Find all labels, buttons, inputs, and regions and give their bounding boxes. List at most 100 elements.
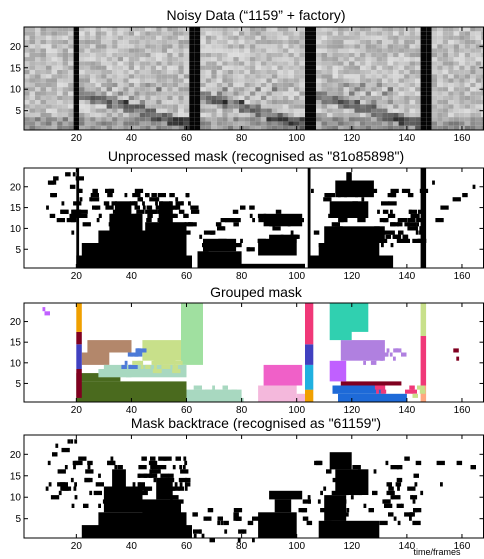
spectrogram-cell (426, 44, 432, 49)
mask-speckle (390, 188, 399, 193)
spectrogram-cell (35, 48, 41, 53)
spectrogram-cell (249, 65, 256, 70)
spectrogram-cell (183, 95, 190, 100)
spectrogram-cell (205, 35, 212, 40)
spectrogram-cell (123, 100, 129, 105)
spectrogram-cell (437, 121, 443, 126)
spectrogram-cell (183, 78, 190, 83)
spectrogram-cell (288, 44, 294, 49)
mask-speckle (291, 243, 294, 248)
spectrogram-cell (354, 104, 360, 109)
mask-speckle (373, 469, 377, 474)
spectrogram-cell (117, 69, 124, 75)
mask-speckle (74, 495, 78, 500)
spectrogram-cell (57, 57, 63, 62)
spectrogram-cell (404, 52, 410, 58)
group-region (76, 344, 82, 370)
mask-speckle (152, 469, 161, 474)
mask-speckle (372, 490, 378, 496)
spectrogram-cell (470, 100, 476, 105)
spectrogram-cell (51, 104, 57, 109)
spectrogram-cell (382, 48, 388, 53)
spectrogram-cell (150, 112, 157, 118)
spectrogram-cell (459, 87, 465, 92)
spectrogram-cell (448, 95, 454, 100)
spectrogram-cell (382, 117, 388, 122)
group-speckle (162, 364, 171, 369)
spectrogram-cell (470, 87, 476, 92)
spectrogram-cell (112, 100, 118, 105)
spectrogram-cell (156, 117, 162, 122)
spectrogram-cell (376, 82, 383, 88)
spectrogram-cell (349, 74, 355, 79)
spectrogram-cell (211, 27, 217, 32)
spectrogram-cell (117, 78, 124, 83)
group-speckle (172, 364, 178, 369)
spectrogram-cell (183, 87, 190, 92)
x-tick-label: 100 (288, 271, 305, 282)
spectrogram-cell (360, 31, 366, 36)
spectrogram-cell (161, 27, 168, 32)
spectrogram-cell (189, 57, 195, 62)
mask-speckle (388, 512, 394, 517)
spectrogram-cell (349, 39, 355, 45)
spectrogram-cell (321, 82, 327, 88)
spectrogram-cell (404, 69, 410, 75)
spectrogram-cell (354, 48, 360, 53)
spectrogram-cell (415, 91, 421, 96)
spectrogram-cell (172, 61, 179, 66)
spectrogram-cell (316, 74, 322, 79)
spectrogram-cell (233, 108, 239, 113)
spectrogram-cell (194, 82, 201, 88)
spectrogram-cell (470, 39, 476, 45)
mask-speckle (134, 188, 144, 193)
x-tick-label: 120 (343, 271, 360, 282)
spectrogram-cell (167, 52, 173, 58)
spectrogram-cell (299, 52, 305, 58)
spectrogram-cell (216, 39, 223, 45)
spectrogram-cell (260, 31, 267, 36)
spectrogram-cell (68, 108, 74, 113)
mask-speckle (167, 213, 171, 218)
spectrogram-cell (338, 69, 344, 75)
spectrogram-cell (415, 108, 421, 113)
group-region (76, 369, 82, 398)
mask-speckle (139, 482, 145, 487)
spectrogram-cell (134, 108, 140, 113)
spectrogram-cell (293, 69, 300, 75)
spectrogram-cell (161, 74, 168, 79)
spectrogram-cell (101, 95, 107, 100)
group-region (332, 385, 385, 394)
spectrogram-cell (271, 57, 278, 62)
spectrogram-cell (205, 104, 212, 109)
spectrogram-cell (354, 44, 360, 49)
spectrogram-cell (178, 61, 184, 66)
x-tick-label: 40 (126, 133, 138, 144)
spectrogram-cell (68, 74, 74, 79)
spectrogram-cell (282, 82, 289, 88)
spectrogram-cell (84, 48, 91, 53)
spectrogram-cell (222, 78, 228, 83)
spectrogram-cell (112, 57, 118, 62)
spectrogram-cell (46, 87, 52, 92)
spectrogram-cell (409, 39, 416, 45)
mask-speckle (67, 439, 71, 444)
spectrogram-cell (161, 121, 168, 126)
spectrogram-cell (128, 112, 135, 118)
spectrogram-cell (393, 91, 399, 96)
spectrogram-cell (90, 61, 96, 66)
spectrogram-cell (282, 108, 289, 113)
spectrogram-cell (260, 100, 267, 105)
mask-speckle (355, 193, 358, 198)
spectrogram-cell (415, 31, 421, 36)
spectrogram-cell (95, 112, 102, 118)
x-tick-label: 20 (71, 133, 83, 144)
mask-speckle (440, 482, 443, 487)
spectrogram-cell (387, 31, 394, 36)
spectrogram-cell (35, 74, 41, 79)
spectrogram-cell (260, 61, 267, 66)
spectrogram-cell (260, 108, 267, 113)
spectrogram-cell (470, 31, 476, 36)
spectrogram-cell (238, 87, 245, 92)
